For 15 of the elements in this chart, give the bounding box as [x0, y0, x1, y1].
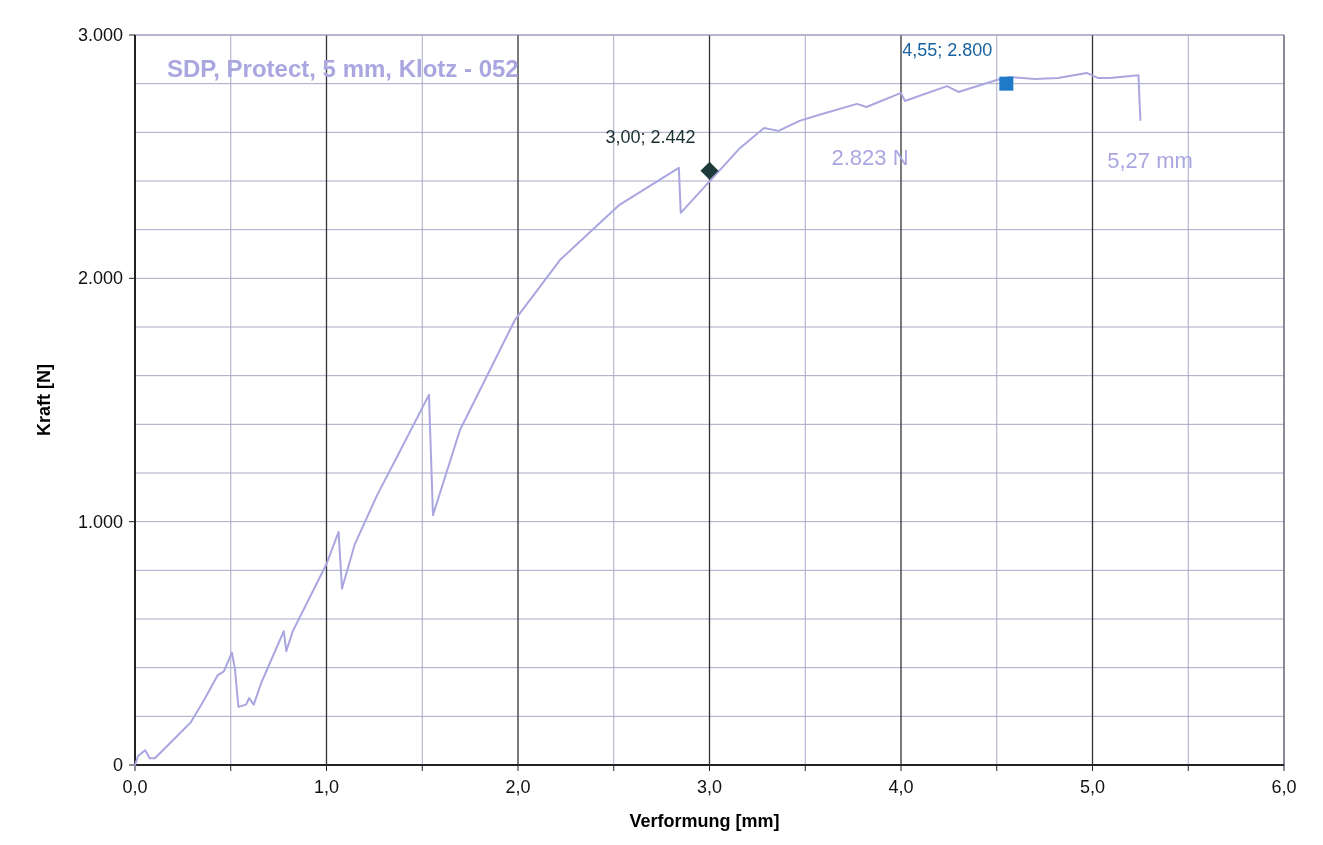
x-tick-label: 5,0	[1079, 777, 1106, 797]
x-tick-label: 1,0	[313, 777, 340, 797]
x-tick-label: 3,0	[696, 777, 723, 797]
y-axis-title: Kraft [N]	[34, 364, 54, 436]
x-tick-label: 0,0	[122, 777, 148, 797]
x-tick-label: 2,0	[505, 777, 531, 797]
x-axis-title: Verformung [mm]	[629, 811, 780, 831]
annotation: 4,55; 2.800	[902, 39, 993, 60]
y-tick-label: 2.000	[77, 268, 123, 289]
y-tick-label: 1.000	[77, 511, 123, 532]
x-tick-label: 4,0	[888, 777, 914, 797]
x-tick-label: 6,0	[1271, 777, 1297, 797]
annotation: 3,00; 2.442	[605, 126, 696, 147]
y-tick-label: 3.000	[77, 25, 123, 45]
y-tick-label: 0	[112, 755, 123, 775]
